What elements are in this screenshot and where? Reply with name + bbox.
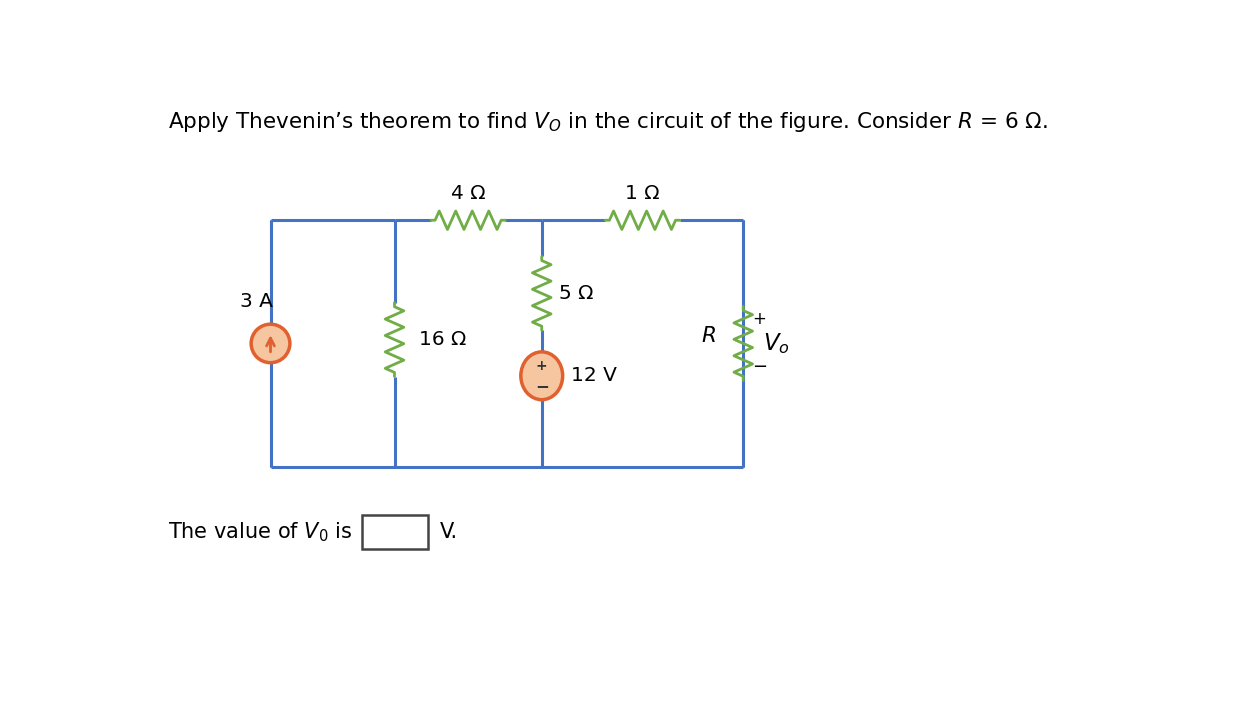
Text: 12 V: 12 V [571,366,617,385]
Ellipse shape [521,352,563,400]
Circle shape [252,324,290,363]
Text: 16 Ω: 16 Ω [420,330,466,349]
Text: R: R [701,325,716,346]
Text: Apply Thevenin’s theorem to find $V_O$ in the circuit of the figure. Consider $R: Apply Thevenin’s theorem to find $V_O$ i… [168,109,1048,133]
Text: −: − [534,377,549,395]
Text: +: + [753,310,766,328]
Text: The value of $V_0$ is: The value of $V_0$ is [168,520,353,544]
Text: 4 Ω: 4 Ω [450,184,485,203]
Text: 5 Ω: 5 Ω [559,284,594,303]
Bar [362,515,428,549]
Text: V.: V. [439,522,458,542]
Text: 1 Ω: 1 Ω [626,184,660,203]
Text: −: − [753,357,768,376]
Text: +: + [536,359,548,373]
Text: $V_o$: $V_o$ [763,331,790,356]
Text: 3 A: 3 A [241,292,273,311]
